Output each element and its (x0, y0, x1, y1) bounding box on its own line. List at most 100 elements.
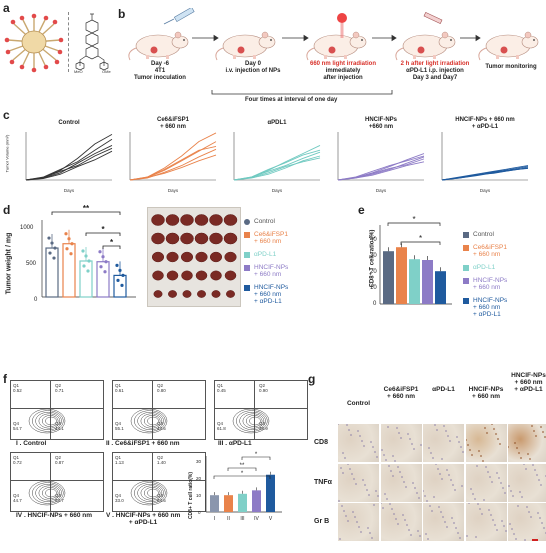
e-bar (396, 247, 407, 304)
growth-subplot: Control Days (25, 120, 113, 193)
flow-quadrant-value: Q1 0.45 (217, 383, 226, 393)
ihc-cell-dot (497, 476, 500, 479)
flow-contour-ring (137, 411, 164, 431)
ihc-column-header: HNCIF-NPs + 660 nm (468, 386, 504, 400)
ihc-cell-dot (345, 515, 347, 517)
growth-series-line (233, 149, 321, 181)
ihc-cell-dot (480, 513, 483, 515)
flow-quadrant-value: Q2 0.87 (55, 455, 64, 465)
flow-contour-ring (134, 482, 166, 504)
ihc-cell-dot (347, 520, 349, 522)
d-sig-bracket (102, 245, 121, 249)
f-bar (210, 495, 219, 512)
ihc-cell-dot (520, 457, 522, 459)
f-sig-label: * (255, 452, 258, 458)
ihc-cell-dot (498, 443, 501, 445)
ihc-cell-dot (492, 428, 495, 430)
ihc-cell-dot (452, 483, 454, 486)
ihc-cell-dot (499, 481, 502, 484)
ihc-cell-dot (503, 491, 506, 494)
ihc-cell-dot (356, 521, 358, 523)
ihc-cell-dot (364, 483, 366, 486)
ihc-cell-dot (457, 532, 459, 534)
ihc-cell-dot (397, 432, 400, 434)
tumor-specimen (166, 270, 179, 281)
tumor-specimen (226, 290, 235, 298)
ihc-cell-dot (442, 516, 444, 518)
ihc-cell-dot (366, 488, 368, 491)
x-axis-label: Days (64, 188, 75, 193)
ihc-cell-dot (524, 539, 526, 541)
flow-contour-ring (130, 480, 168, 506)
x-axis-label: Days (168, 188, 179, 193)
ihc-cell-dot (424, 494, 426, 497)
flow-contour-ring (38, 413, 61, 429)
flow-quadrant-value: Q4 54.7 (13, 421, 22, 431)
e-ytick-20: 20 (370, 269, 377, 275)
d-sig-label: * (101, 225, 105, 234)
tumor-specimen (194, 232, 209, 245)
ihc-cell-dot (385, 497, 388, 500)
ihc-cell-dot (451, 517, 453, 519)
light-icon (337, 13, 347, 38)
step1-text: Day -6 4T1 Tumor inoculation (134, 61, 186, 81)
flow-contour-ring (140, 413, 163, 429)
d-legend-label: HNCIF-NPs + 660 nm (254, 264, 289, 278)
d-data-point (70, 242, 74, 246)
ihc-cell-dot (374, 451, 376, 453)
e-legend-label: HNCIF-NPs + 660 nm (473, 277, 508, 291)
ihc-cell-dot (515, 538, 517, 540)
ihc-cell-dot (446, 468, 448, 471)
ihc-cell-dot (404, 485, 407, 488)
flow-quadrant-value: Q3 53.7 (55, 493, 64, 503)
step3-red-text: 660 nm light irradiation (309, 61, 376, 67)
ihc-cell-dot (541, 522, 543, 524)
tumor-specimen (223, 232, 238, 245)
flow-plot: Q1 0.72 Q2 0.87 Q4 44.7 Q3 53.7 (10, 452, 104, 512)
flow-plot: Q1 1.13 Q2 1.40 Q4 33.0 Q3 64.5 (112, 452, 206, 512)
d-legend-marker (244, 232, 250, 238)
f-ytick-0: 0 (198, 510, 201, 515)
ihc-cell-dot (432, 457, 434, 459)
flow-contour-ring (35, 483, 62, 503)
flow-quadrant-value: Q2 0.80 (157, 383, 166, 393)
ihc-cell-dot (342, 471, 344, 474)
ihc-cell-dot (450, 478, 452, 481)
f-sig-label: ** (240, 463, 245, 469)
d-data-point (69, 252, 73, 256)
tumor-weight-chart: **** (41, 204, 136, 298)
ihc-cell-dot (435, 462, 437, 465)
flow-gate-horizontal (11, 479, 103, 481)
ihc-cell-dot (476, 503, 479, 505)
tumor-specimen (180, 232, 194, 245)
growth-series-line (337, 153, 425, 181)
e-legend-marker (463, 232, 469, 238)
ihc-cell-dot (357, 430, 359, 432)
d-data-point (82, 264, 86, 268)
ihc-cell-dot (453, 522, 455, 524)
d-data-point (116, 278, 120, 282)
ihc-cell-dot (525, 467, 527, 470)
flow-caption: V . HNCIF-NPs + 660 nm + αPD-L1 (106, 512, 181, 526)
ihc-row-label: CD8 (314, 439, 329, 446)
d-legend-label: Control (254, 218, 275, 225)
tumor-specimen (223, 214, 238, 226)
d-ytick-500: 500 (26, 261, 37, 267)
flow-gate-vertical (49, 381, 51, 439)
flow-quadrant-value: Q3 36.9 (259, 421, 268, 431)
ihc-cell-dot (445, 430, 447, 432)
flow-contour-ring (249, 416, 261, 426)
ihc-cell-dot (344, 457, 346, 459)
d-bar (96, 261, 110, 298)
ihc-cell-dot (501, 486, 504, 489)
flow-gate-vertical (151, 453, 153, 511)
e-legend-marker (463, 278, 469, 284)
x-axis-label: Days (272, 188, 283, 193)
flow-contour-ring (147, 416, 159, 426)
d-data-point (52, 256, 56, 260)
step4-text: αPD-L1 i.p. injection Day 3 and Day7 (406, 68, 464, 81)
f-bar (238, 493, 247, 512)
ihc-cell-dot (416, 530, 419, 532)
d-data-point (86, 269, 90, 273)
e-bar (409, 259, 420, 304)
